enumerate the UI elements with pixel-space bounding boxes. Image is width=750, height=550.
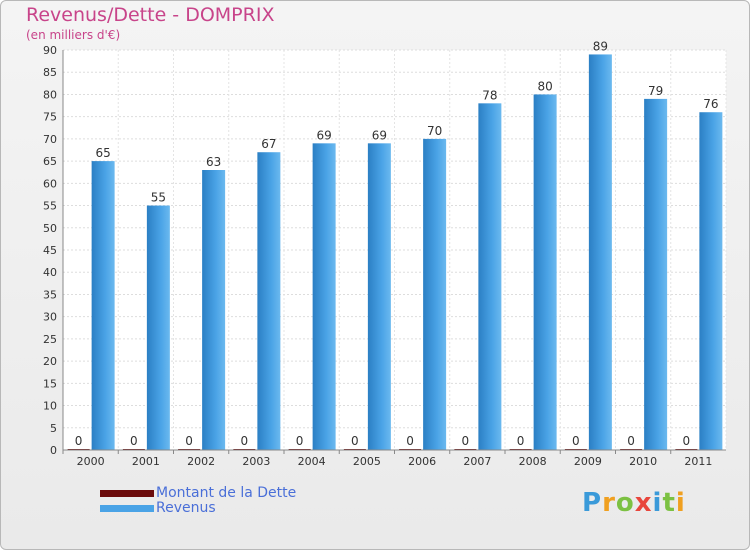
y-tick-label: 25 [43,333,57,346]
y-tick-label: 70 [43,133,57,146]
data-label-revenus: 70 [427,124,442,138]
data-label-dette: 0 [572,434,580,448]
bar-revenus-2010 [644,98,668,450]
y-tick-label: 15 [43,377,57,390]
x-tick-label: 2009 [574,455,602,468]
x-tick-label: 2004 [298,455,326,468]
y-tick-label: 90 [43,44,57,57]
y-tick-label: 75 [43,111,57,124]
data-label-dette: 0 [517,434,525,448]
bar-revenus-2002 [202,170,226,450]
data-label-dette: 0 [351,434,359,448]
data-label-dette: 0 [406,434,414,448]
x-tick-label: 2003 [242,455,270,468]
chart-title: Revenus/Dette - DOMPRIX [26,4,275,26]
x-tick-label: 2005 [353,455,381,468]
bar-revenus-2004 [312,143,336,451]
data-label-dette: 0 [185,434,193,448]
x-tick-label: 2006 [408,455,436,468]
data-label-revenus: 63 [206,155,221,169]
x-tick-label: 2000 [77,455,105,468]
legend-swatch-dette [100,490,154,497]
data-label-dette: 0 [683,434,691,448]
x-tick-label: 2010 [629,455,657,468]
y-tick-label: 55 [43,200,57,213]
bar-revenus-2006 [423,138,447,450]
y-tick-label: 40 [43,266,57,279]
y-tick-label: 80 [43,88,57,101]
data-label-dette: 0 [462,434,470,448]
data-label-dette: 0 [75,434,83,448]
data-label-revenus: 65 [95,146,110,160]
bar-revenus-2003 [257,152,281,450]
data-label-revenus: 55 [151,191,166,205]
legend: Montant de la Dette Revenus [100,486,296,516]
legend-label-revenus: Revenus [156,500,216,516]
y-tick-label: 85 [43,66,57,79]
legend-item-dette: Montant de la Dette [100,486,296,501]
y-tick-label: 60 [43,177,57,190]
data-label-dette: 0 [241,434,249,448]
y-tick-label: 20 [43,355,57,368]
x-tick-label: 2007 [463,455,491,468]
data-label-revenus: 79 [648,84,663,98]
y-tick-label: 45 [43,244,57,257]
x-tick-label: 2002 [187,455,215,468]
data-label-revenus: 80 [537,79,552,93]
chart-subtitle: (en milliers d'€) [26,28,121,42]
legend-swatch-revenus [100,505,154,512]
y-tick-label: 50 [43,222,57,235]
bar-revenus-2007 [478,103,502,450]
bar-revenus-2005 [367,143,391,451]
data-label-revenus: 76 [703,97,718,111]
data-label-dette: 0 [296,434,304,448]
y-tick-label: 0 [50,444,57,457]
x-tick-label: 2008 [519,455,547,468]
legend-label-dette: Montant de la Dette [156,485,297,501]
y-tick-label: 65 [43,155,57,168]
data-label-revenus: 78 [482,88,497,102]
bar-revenus-2011 [699,112,723,450]
y-tick-label: 35 [43,288,57,301]
data-label-revenus: 69 [372,128,387,142]
x-tick-label: 2011 [684,455,712,468]
data-label-dette: 0 [627,434,635,448]
x-tick-label: 2001 [132,455,160,468]
data-label-dette: 0 [130,434,138,448]
data-label-revenus: 67 [261,137,276,151]
y-tick-label: 5 [50,422,57,435]
bar-revenus-2001 [146,205,170,450]
bar-revenus-2009 [588,54,612,450]
bar-revenus-2000 [91,161,115,450]
data-label-revenus: 89 [593,39,608,53]
legend-item-revenus: Revenus [100,501,296,516]
y-tick-label: 30 [43,311,57,324]
data-label-revenus: 69 [316,128,331,142]
proxiti-logo: Proxiti [582,488,686,518]
y-tick-label: 10 [43,400,57,413]
bar-revenus-2008 [533,94,557,450]
